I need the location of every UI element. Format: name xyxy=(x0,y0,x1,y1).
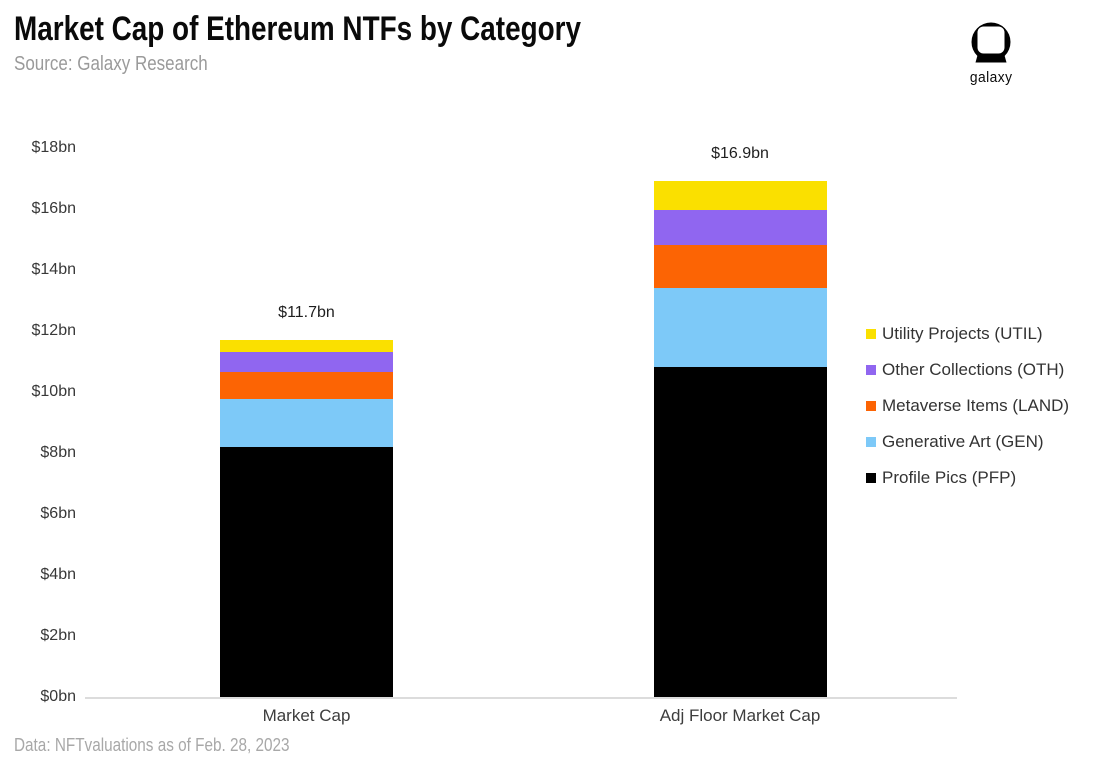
y-axis-tick-label: $6bn xyxy=(40,504,76,522)
x-axis-category-label: Market Cap xyxy=(262,706,351,725)
legend-swatch-oth xyxy=(866,365,876,375)
bar-segment-gen xyxy=(220,399,393,447)
legend-label: Other Collections (OTH) xyxy=(882,360,1065,379)
y-axis-tick-label: $0bn xyxy=(40,688,76,705)
y-axis-tick-label: $2bn xyxy=(40,626,76,644)
legend-swatch-pfp xyxy=(866,473,876,483)
bar-total-label: $16.9bn xyxy=(711,145,769,163)
y-axis-tick-label: $8bn xyxy=(40,443,76,461)
y-axis-tick-label: $16bn xyxy=(31,199,77,217)
bar-segment-oth xyxy=(220,352,393,372)
legend-swatch-land xyxy=(866,401,876,411)
legend-label: Profile Pics (PFP) xyxy=(882,468,1017,487)
legend-item-pfp: Profile Pics (PFP) xyxy=(866,467,1069,489)
bar-segment-oth xyxy=(653,210,827,246)
legend-item-oth: Other Collections (OTH) xyxy=(866,359,1069,381)
bar-segment-gen xyxy=(653,287,827,368)
legend-swatch-gen xyxy=(866,437,876,447)
galaxy-logo: galaxy xyxy=(968,22,1014,86)
legend-item-land: Metaverse Items (LAND) xyxy=(866,395,1069,417)
legend-item-gen: Generative Art (GEN) xyxy=(866,431,1069,453)
galaxy-wordmark: galaxy xyxy=(969,69,1013,86)
legend-label: Generative Art (GEN) xyxy=(882,432,1044,451)
x-axis-category-label: Adj Floor Market Cap xyxy=(659,706,821,725)
y-axis-tick-label: $14bn xyxy=(31,260,77,278)
bar-segment-util xyxy=(220,339,393,353)
x-axis-line xyxy=(85,697,957,699)
chart-legend: Utility Projects (UTIL) Other Collections… xyxy=(866,323,1069,503)
bar-segment-util xyxy=(653,181,827,211)
legend-item-util: Utility Projects (UTIL) xyxy=(866,323,1069,345)
bar-segment-land xyxy=(653,245,827,288)
data-attribution: Data: NFTvaluations as of Feb. 28, 2023 xyxy=(14,735,290,755)
bar-segment-pfp xyxy=(220,446,393,697)
legend-label: Utility Projects (UTIL) xyxy=(882,324,1043,343)
bar-segment-pfp xyxy=(653,367,827,697)
y-axis-tick-label: $4bn xyxy=(40,565,76,583)
legend-swatch-util xyxy=(866,329,876,339)
y-axis-tick-label: $10bn xyxy=(31,382,77,400)
y-axis-tick-label: $12bn xyxy=(31,321,77,339)
page-title: Market Cap of Ethereum NTFs by Category xyxy=(14,10,582,48)
y-axis-tick-label: $18bn xyxy=(31,138,77,156)
legend-label: Metaverse Items (LAND) xyxy=(882,396,1070,415)
chart-source: Source: Galaxy Research xyxy=(14,53,208,75)
bar-total-label: $11.7bn xyxy=(278,303,335,321)
bar-segment-land xyxy=(220,371,393,400)
galaxy-helmet-icon xyxy=(968,22,1014,66)
